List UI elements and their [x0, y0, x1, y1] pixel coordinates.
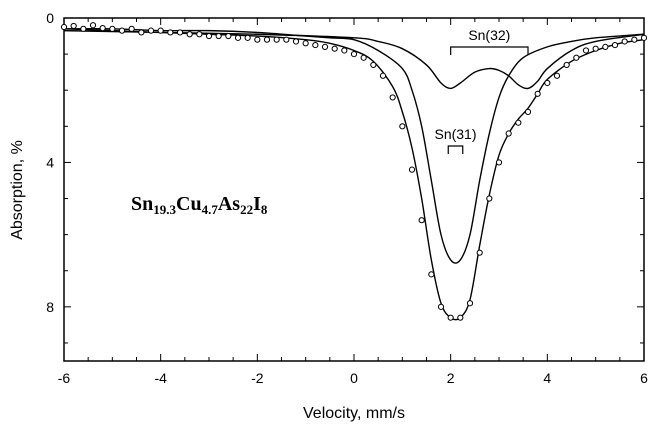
data-point: [215, 32, 222, 40]
data-point: [196, 31, 203, 38]
x-tick-label: 4: [543, 370, 551, 386]
data-point: [360, 54, 367, 61]
x-tick-label: 0: [350, 370, 358, 386]
formula-sub-as: 22: [240, 202, 254, 217]
data-point: [524, 108, 532, 115]
data-point: [408, 166, 416, 173]
data-point: [147, 27, 155, 34]
data-point: [466, 300, 474, 307]
y-tick-label: 4: [46, 154, 54, 170]
x-tick-label: -2: [251, 370, 264, 386]
fit-curve-3: [63, 28, 645, 321]
data-point: [447, 314, 454, 321]
bracket-label-1: Sn(31): [434, 126, 476, 142]
formula-sub-sn: 19.3: [153, 202, 176, 217]
formula-element-as: As: [217, 193, 241, 215]
data-point: [640, 34, 648, 41]
data-point: [341, 47, 348, 54]
data-point: [631, 36, 638, 43]
data-point: [389, 94, 396, 101]
data-point: [486, 195, 493, 202]
data-point: [437, 303, 445, 310]
data-point: [505, 130, 512, 137]
x-tick-label: 6: [640, 370, 648, 386]
data-point: [118, 27, 126, 34]
x-tick-label: 2: [447, 370, 455, 386]
plot-frame: [63, 17, 645, 362]
data-point: [263, 36, 271, 43]
x-axis-title: Velocity, mm/s: [303, 405, 405, 422]
data-point: [254, 36, 261, 43]
data-point: [89, 22, 97, 29]
data-point: [544, 79, 551, 87]
data-point: [99, 25, 106, 32]
fit-curve-1: [63, 27, 645, 264]
data-point: [283, 36, 290, 43]
data-point: [321, 43, 329, 50]
data-point: [428, 271, 435, 278]
data-point: [60, 23, 68, 31]
data-point: [70, 22, 77, 30]
data-point: [350, 51, 358, 58]
axis-ticks: [63, 17, 645, 361]
formula-sub-i: 8: [260, 202, 268, 217]
data-point: [273, 36, 280, 43]
data-point: [573, 54, 580, 61]
data-point: [534, 90, 541, 97]
data-point: [553, 72, 561, 79]
data-point: [621, 38, 628, 45]
data-point: [399, 123, 406, 130]
data-point: [186, 31, 193, 38]
y-tick-label: 0: [46, 10, 54, 26]
data-point: [176, 29, 184, 36]
data-point: [128, 25, 135, 32]
subspectrum-brackets: Sn(32) Sn(31): [434, 27, 529, 154]
data-point: [205, 32, 213, 40]
data-point: [225, 32, 232, 40]
data-point: [582, 47, 590, 54]
x-tick-label: -6: [58, 370, 71, 386]
data-point: [331, 45, 338, 52]
bracket-label-0: Sn(32): [468, 27, 510, 43]
data-point: [418, 217, 425, 224]
data-point: [109, 25, 116, 32]
data-point: [167, 29, 174, 36]
data-point: [157, 27, 164, 34]
data-point: [80, 25, 87, 32]
data-point: [602, 43, 609, 50]
sample-formula: Sn19.3Cu4.7As22I8: [131, 194, 267, 216]
data-point: [379, 72, 387, 79]
fit-curve-2: [63, 29, 645, 90]
y-tick-label: 8: [46, 299, 54, 315]
data-point: [515, 119, 522, 126]
tick-labels: -6 -4 -2 0 2 4 6 0 4 8: [46, 10, 648, 386]
x-tick-label: -4: [154, 370, 167, 386]
formula-sub-cu: 4.7: [201, 202, 218, 217]
y-axis-title: Absorption, %: [9, 140, 26, 240]
data-point: [495, 159, 503, 166]
data-point: [457, 314, 464, 321]
data-points: [60, 22, 648, 321]
data-point: [592, 45, 599, 52]
formula-element-cu: Cu: [176, 193, 202, 215]
data-point: [292, 38, 300, 45]
formula-element-i: I: [253, 193, 261, 215]
data-point: [370, 61, 377, 69]
data-point: [244, 34, 251, 41]
data-point: [312, 41, 319, 49]
bracket-1: [447, 145, 464, 154]
fit-curves: [63, 27, 645, 321]
data-point: [563, 61, 570, 69]
data-point: [138, 29, 145, 36]
data-point: [476, 249, 483, 256]
data-point: [302, 40, 309, 47]
bracket-0: [450, 46, 529, 55]
data-point: [611, 41, 619, 49]
data-point: [234, 34, 242, 41]
formula-element-sn: Sn: [131, 193, 154, 215]
